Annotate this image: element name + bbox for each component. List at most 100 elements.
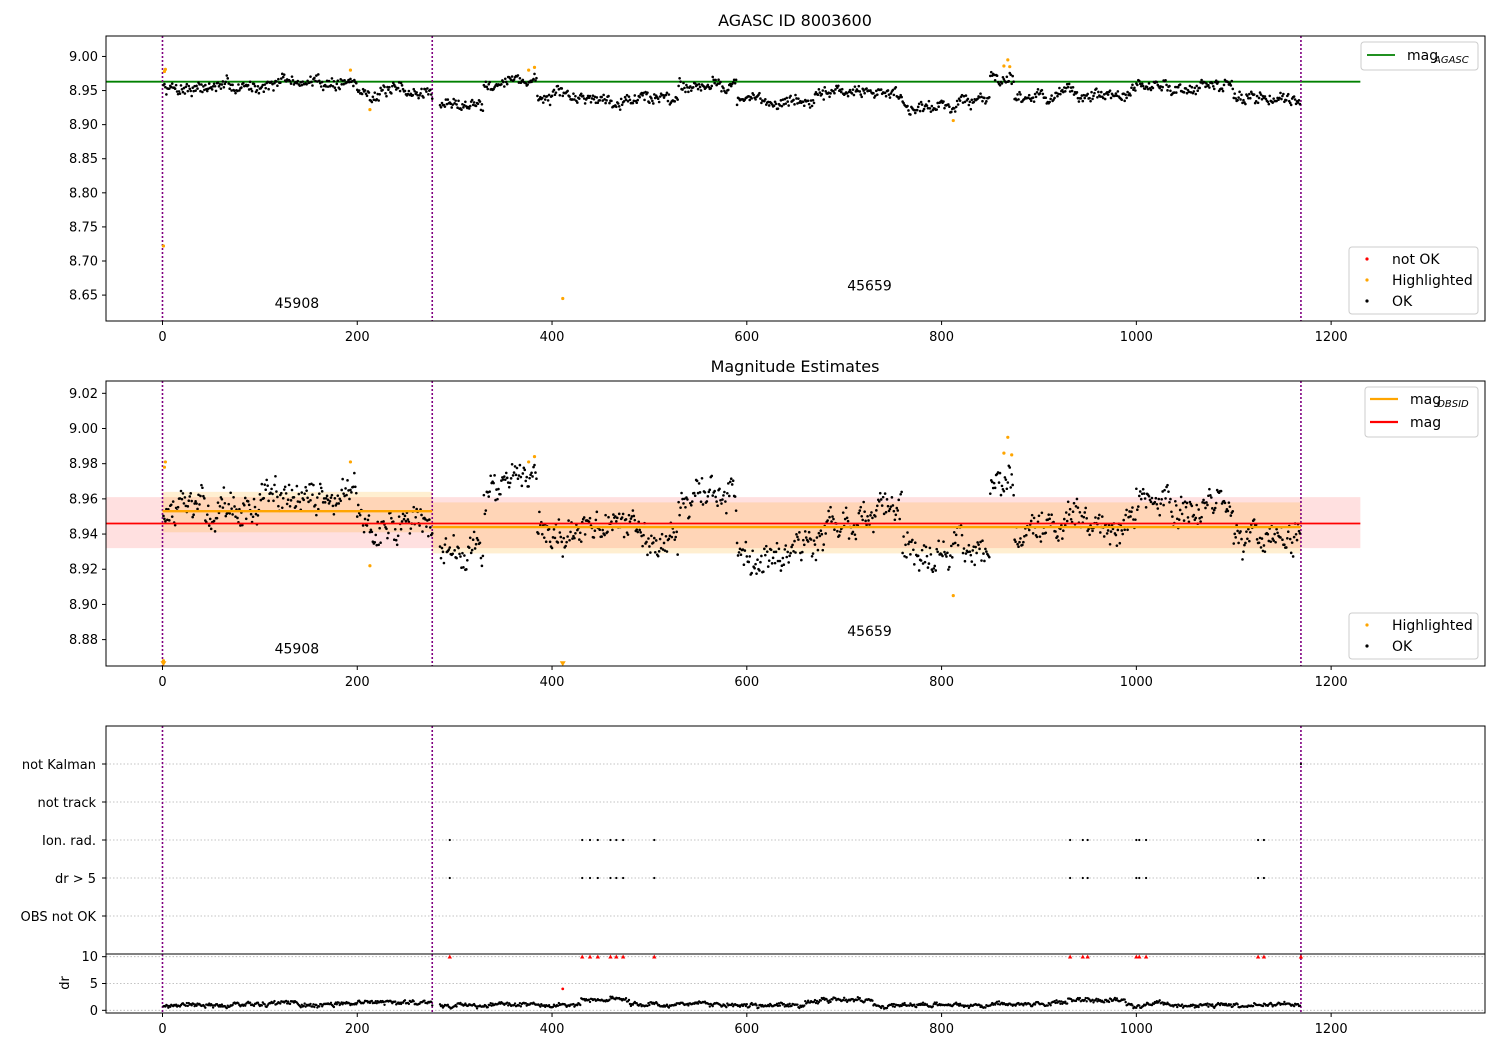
estimates-ok-point [1083, 511, 1087, 514]
estimates-ok-point [700, 476, 704, 480]
estimates-ok-point [244, 517, 248, 521]
dr-point [195, 1004, 198, 1008]
agasc-ok-point [175, 90, 179, 93]
agasc-ok-point [832, 89, 835, 93]
estimates-ok-point [216, 501, 220, 504]
estimates-ok-point [254, 512, 258, 516]
dr-point [1144, 1003, 1148, 1006]
agasc-ok-point [1141, 84, 1145, 88]
estimates-ok-point [1163, 488, 1166, 492]
estimates-ok-point [683, 497, 686, 501]
estimates-ok-point [270, 487, 273, 491]
agasc-ok-point [330, 77, 334, 80]
agasc-ok-point [416, 93, 419, 97]
agasc-ok-point [1115, 94, 1119, 98]
estimates-ok-point [932, 567, 936, 570]
dr-point [1066, 1002, 1069, 1005]
estimates-ok-point [249, 512, 253, 516]
estimates-ok-point [1235, 523, 1238, 527]
estimates-ok-point [182, 502, 186, 505]
estimates-ok-point [1091, 529, 1094, 533]
estimates-ok-point [688, 515, 691, 519]
dr-point [506, 1001, 509, 1004]
agasc-ok-point [1080, 94, 1084, 97]
dr-clipped-marker [447, 954, 452, 959]
estimates-ok-point [544, 540, 548, 544]
agasc-ok-point [635, 101, 639, 105]
agasc-ok-point [816, 93, 820, 97]
agasc-ok-point [856, 89, 860, 93]
estimates-ok-point [1137, 505, 1140, 508]
estimates-ok-point [507, 485, 511, 489]
agasc-ok-point [1063, 89, 1067, 93]
estimates-ok-point [540, 532, 544, 536]
agasc-ok-point [226, 77, 230, 80]
estimates-ok-point [228, 512, 231, 515]
estimates-ok-point [1012, 493, 1015, 497]
agasc-highlighted-point [348, 68, 353, 72]
dr-point [579, 1003, 582, 1007]
estimates-legend-label: OK [1392, 639, 1413, 655]
agasc-ok-point [257, 91, 261, 95]
estimates-ok-point [455, 556, 458, 560]
agasc-ok-point [1282, 92, 1285, 96]
estimates-ok-point [593, 529, 597, 532]
dr-point [819, 999, 823, 1002]
agasc-ok-point [480, 102, 484, 106]
estimates-ok-point [1107, 523, 1111, 527]
agasc-ok-point [526, 83, 529, 86]
estimates-ok-point [960, 533, 964, 537]
dr-point [815, 999, 819, 1003]
agasc-ok-point [780, 104, 784, 108]
estimates-ok-point [282, 488, 286, 491]
estimates-ok-point [1156, 507, 1160, 510]
agasc-ok-point [948, 105, 951, 109]
agasc-ok-point [786, 100, 790, 103]
agasc-ok-point [320, 80, 324, 84]
agasc-ok-point [317, 73, 320, 76]
agasc-ok-point [691, 85, 695, 89]
estimates-ok-point [439, 556, 443, 560]
agasc-highlighted-point [527, 68, 531, 72]
flags-point [448, 838, 451, 842]
estimates-ok-point [647, 537, 650, 540]
dr-y-tick-label: 10 [81, 950, 98, 965]
agasc-ok-point [1254, 100, 1258, 103]
dr-point [744, 1004, 748, 1008]
agasc-ok-point [1035, 91, 1039, 94]
agasc-ok-point [210, 88, 214, 91]
estimates-ok-point [453, 549, 456, 552]
estimates-ok-point [407, 520, 411, 524]
agasc-legend-marker [1365, 299, 1369, 303]
estimates-ok-point [256, 514, 260, 517]
agasc-ok-point [1109, 96, 1113, 100]
estimates-ok-point [565, 540, 568, 544]
estimates-ok-point [1272, 539, 1275, 542]
dr-point [1046, 1004, 1049, 1007]
dr-point [285, 1002, 289, 1005]
estimates-ok-point [514, 473, 518, 477]
agasc-ok-point [1293, 98, 1297, 101]
agasc-ok-point [665, 91, 669, 95]
agasc-ok-point [917, 102, 921, 106]
estimates-ok-point [1158, 513, 1162, 517]
dr-point [805, 1001, 809, 1004]
agasc-ok-point [795, 97, 798, 100]
estimates-ok-point [483, 512, 487, 516]
agasc-ok-point [463, 103, 466, 107]
estimates-ok-point [263, 483, 267, 486]
estimates-ok-point [354, 491, 358, 495]
estimates-ok-point [681, 497, 684, 501]
agasc-ok-point [632, 99, 636, 103]
estimates-ok-point [1229, 514, 1233, 517]
estimates-ok-point [718, 487, 721, 491]
dr-point [1229, 1003, 1233, 1006]
estimates-ok-point [266, 484, 269, 487]
estimates-ok-point [1147, 494, 1151, 498]
dr-x-tick-label: 800 [929, 1022, 954, 1037]
estimates-ok-point [220, 497, 224, 501]
dr-point [256, 1001, 260, 1004]
estimates-ok-point [1275, 527, 1278, 531]
agasc-ok-point [255, 89, 259, 92]
estimates-ok-point [977, 543, 980, 546]
